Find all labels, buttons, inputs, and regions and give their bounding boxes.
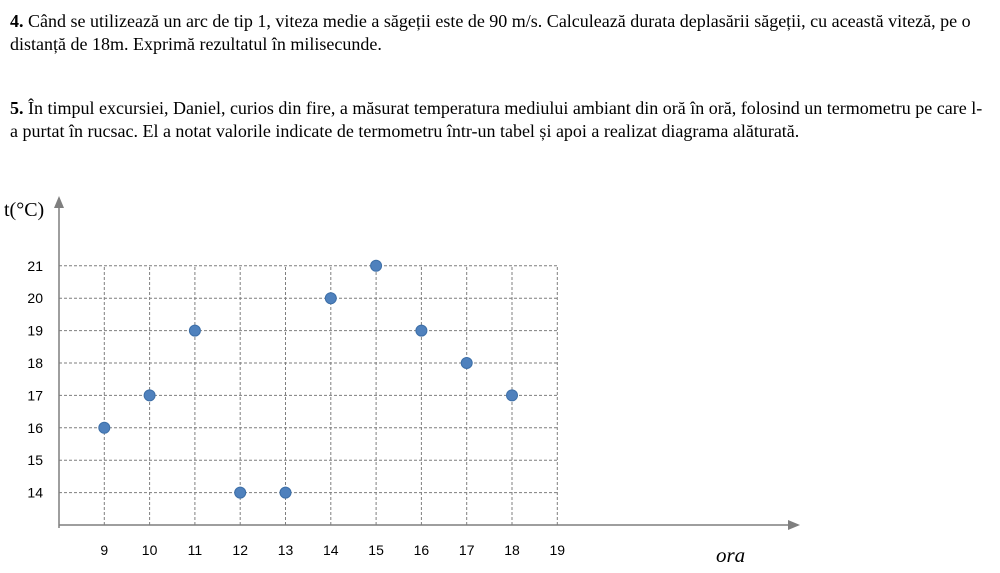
y-tick-label: 21 bbox=[27, 258, 43, 274]
data-point bbox=[415, 324, 428, 337]
y-tick-label: 20 bbox=[27, 290, 43, 306]
data-point bbox=[460, 357, 473, 369]
data-point bbox=[143, 389, 156, 402]
problem-5-number: 5. bbox=[10, 98, 24, 118]
x-tick-label: 19 bbox=[550, 542, 566, 558]
x-tick-label: 13 bbox=[278, 542, 294, 558]
x-tick-label: 16 bbox=[414, 542, 430, 558]
problem-4-text: Când se utilizează un arc de tip 1, vite… bbox=[10, 11, 971, 54]
problem-4: 4. Când se utilizează un arc de tip 1, v… bbox=[10, 10, 990, 56]
data-point bbox=[98, 421, 111, 434]
x-axis-label: ora bbox=[716, 543, 745, 567]
y-tick-label: 19 bbox=[27, 323, 43, 339]
x-tick-label: 14 bbox=[323, 542, 339, 558]
y-tick-labels: 14 15 16 17 18 19 20 21 bbox=[27, 258, 43, 501]
x-tick-label: 12 bbox=[232, 542, 248, 558]
problem-5-text: În timpul excursiei, Daniel, curios din … bbox=[10, 98, 983, 141]
x-tick-labels: 9 10 11 12 13 14 15 16 17 18 19 bbox=[100, 542, 565, 558]
x-tick-label: 11 bbox=[188, 542, 203, 558]
y-tick-label: 16 bbox=[27, 420, 43, 436]
x-tick-label: 18 bbox=[504, 542, 520, 558]
data-point bbox=[506, 389, 518, 402]
data-point bbox=[188, 324, 201, 337]
y-tick-label: 15 bbox=[27, 452, 43, 468]
x-tick-label: 10 bbox=[142, 542, 158, 558]
y-axis-label: t(°C) bbox=[4, 199, 44, 221]
problem-4-number: 4. bbox=[10, 11, 24, 31]
chart-grid bbox=[59, 265, 558, 525]
x-tick-label: 15 bbox=[368, 542, 384, 558]
y-tick-label: 14 bbox=[27, 485, 43, 501]
temperature-scatter-chart: 14 15 16 17 18 19 20 21 9 10 11 12 13 14 15 16 17 18 19 t… bbox=[4, 196, 800, 567]
x-tick-label: 17 bbox=[459, 542, 475, 558]
data-point bbox=[370, 259, 383, 272]
problem-5: 5. În timpul excursiei, Daniel, curios d… bbox=[10, 97, 990, 143]
data-point bbox=[234, 486, 247, 499]
data-point bbox=[279, 486, 292, 499]
x-tick-label: 9 bbox=[100, 542, 108, 558]
data-points bbox=[98, 259, 518, 499]
y-tick-label: 17 bbox=[27, 387, 43, 403]
y-tick-label: 18 bbox=[27, 355, 43, 371]
data-point bbox=[324, 292, 337, 305]
